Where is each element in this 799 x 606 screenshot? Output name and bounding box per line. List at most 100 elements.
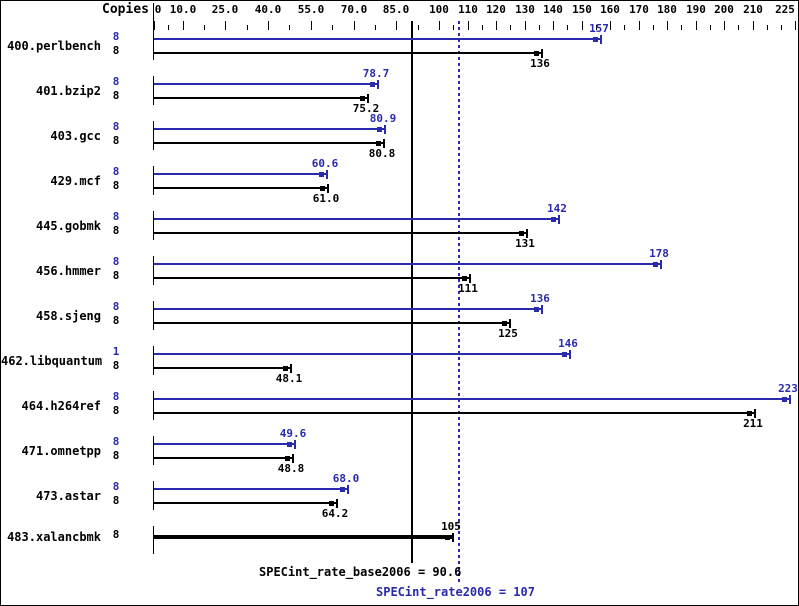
bar-median-marker bbox=[283, 366, 288, 371]
bar-end-tick bbox=[336, 499, 338, 508]
axis-major-tick bbox=[610, 21, 611, 30]
axis-tick-label: 100 bbox=[429, 3, 449, 16]
benchmark-label: 483.xalancbmk bbox=[7, 530, 101, 544]
copies-value: 8 bbox=[112, 300, 120, 313]
base-bar bbox=[154, 52, 542, 54]
axis-tick-label: 10.0 bbox=[169, 3, 197, 16]
axis-minor-tick bbox=[767, 25, 768, 30]
bar-median-marker bbox=[319, 172, 324, 177]
benchmark-label: 464.h264ref bbox=[21, 399, 101, 413]
bar-value-label: 146 bbox=[558, 337, 578, 350]
axis-minor-tick bbox=[375, 25, 376, 30]
copies-header-label: Copies bbox=[102, 2, 149, 17]
axis-minor-tick bbox=[510, 25, 511, 30]
bar-value-label: 111 bbox=[458, 282, 478, 295]
bar-value-label: 75.2 bbox=[352, 102, 380, 115]
peak-bar bbox=[154, 38, 601, 40]
bar-end-tick bbox=[452, 533, 454, 542]
bar-end-tick bbox=[526, 229, 528, 238]
bar-median-marker bbox=[445, 535, 450, 540]
peak-bar bbox=[154, 263, 661, 265]
benchmark-label: 462.libquantum bbox=[1, 354, 103, 368]
base-bar bbox=[154, 412, 755, 414]
bar-end-tick bbox=[541, 49, 543, 58]
base-bar bbox=[154, 142, 384, 144]
bar-median-marker bbox=[287, 442, 292, 447]
axis-tick-label: 25.0 bbox=[211, 3, 239, 16]
copies-value: 8 bbox=[112, 210, 120, 223]
copies-value: 8 bbox=[112, 165, 120, 178]
bar-median-marker bbox=[329, 501, 334, 506]
axis-major-tick bbox=[553, 21, 554, 30]
bar-median-marker bbox=[377, 127, 382, 132]
axis-minor-tick bbox=[204, 25, 205, 30]
axis-major-tick bbox=[183, 21, 184, 30]
bar-value-label: 80.9 bbox=[369, 112, 397, 125]
axis-tick-label: 120 bbox=[486, 3, 506, 16]
bar-median-marker bbox=[534, 51, 539, 56]
axis-major-tick bbox=[468, 21, 469, 30]
axis-minor-tick bbox=[738, 25, 739, 30]
bar-value-label: 49.6 bbox=[279, 427, 307, 440]
bar-median-marker bbox=[502, 321, 507, 326]
axis-major-tick bbox=[582, 21, 583, 30]
peak-bar bbox=[154, 353, 570, 355]
axis-minor-tick bbox=[482, 25, 483, 30]
axis-major-tick bbox=[667, 21, 668, 30]
bar-value-label: 136 bbox=[530, 292, 550, 305]
bar-median-marker bbox=[285, 456, 290, 461]
group-bracket bbox=[153, 166, 154, 195]
base-mean-reference-line bbox=[411, 21, 413, 563]
axis-minor-tick bbox=[624, 25, 625, 30]
peak-bar bbox=[154, 398, 790, 400]
benchmark-label: 401.bzip2 bbox=[35, 84, 101, 98]
axis-tick-label: 55.0 bbox=[297, 3, 325, 16]
bar-value-label: 131 bbox=[515, 237, 535, 250]
peak-bar bbox=[154, 173, 327, 175]
axis-major-tick bbox=[311, 21, 312, 30]
axis-tick-label: 170 bbox=[629, 3, 649, 16]
axis-tick-label: 160 bbox=[600, 3, 620, 16]
benchmark-label: 403.gcc bbox=[50, 129, 101, 143]
bar-end-tick bbox=[469, 274, 471, 283]
group-bracket bbox=[153, 346, 154, 375]
bar-value-label: 178 bbox=[649, 247, 669, 260]
bar-end-tick bbox=[326, 170, 328, 179]
bar-end-tick bbox=[290, 364, 292, 373]
copies-value: 8 bbox=[112, 44, 120, 57]
copies-value: 8 bbox=[112, 89, 120, 102]
peak-bar bbox=[154, 218, 559, 220]
bar-median-marker bbox=[747, 411, 752, 416]
bar-median-marker bbox=[534, 307, 539, 312]
axis-tick-label: 190 bbox=[686, 3, 706, 16]
bar-value-label: 48.1 bbox=[275, 372, 303, 385]
base-bar bbox=[154, 535, 453, 539]
axis-major-tick bbox=[696, 21, 697, 30]
axis-origin-line bbox=[153, 3, 154, 31]
base-bar bbox=[154, 277, 470, 279]
group-bracket bbox=[153, 526, 154, 554]
bar-value-label: 78.7 bbox=[362, 67, 390, 80]
bar-value-label: 211 bbox=[743, 417, 763, 430]
copies-value: 8 bbox=[112, 314, 120, 327]
bar-median-marker bbox=[320, 186, 325, 191]
copies-value: 8 bbox=[112, 528, 120, 541]
axis-minor-tick bbox=[289, 25, 290, 30]
axis-minor-tick bbox=[596, 25, 597, 30]
bar-value-label: 68.0 bbox=[332, 472, 360, 485]
axis-minor-tick bbox=[332, 25, 333, 30]
axis-minor-tick bbox=[681, 25, 682, 30]
bar-median-marker bbox=[551, 217, 556, 222]
bar-value-label: 157 bbox=[589, 22, 609, 35]
copies-value: 8 bbox=[112, 404, 120, 417]
base-bar bbox=[154, 187, 328, 189]
axis-minor-tick bbox=[453, 25, 454, 30]
copies-value: 8 bbox=[112, 224, 120, 237]
axis-major-tick bbox=[496, 21, 497, 30]
axis-tick-label: 40.0 bbox=[254, 3, 282, 16]
axis-minor-tick bbox=[168, 25, 169, 30]
bar-end-tick bbox=[383, 139, 385, 148]
bar-value-label: 136 bbox=[530, 57, 550, 70]
benchmark-label: 473.astar bbox=[35, 489, 101, 503]
